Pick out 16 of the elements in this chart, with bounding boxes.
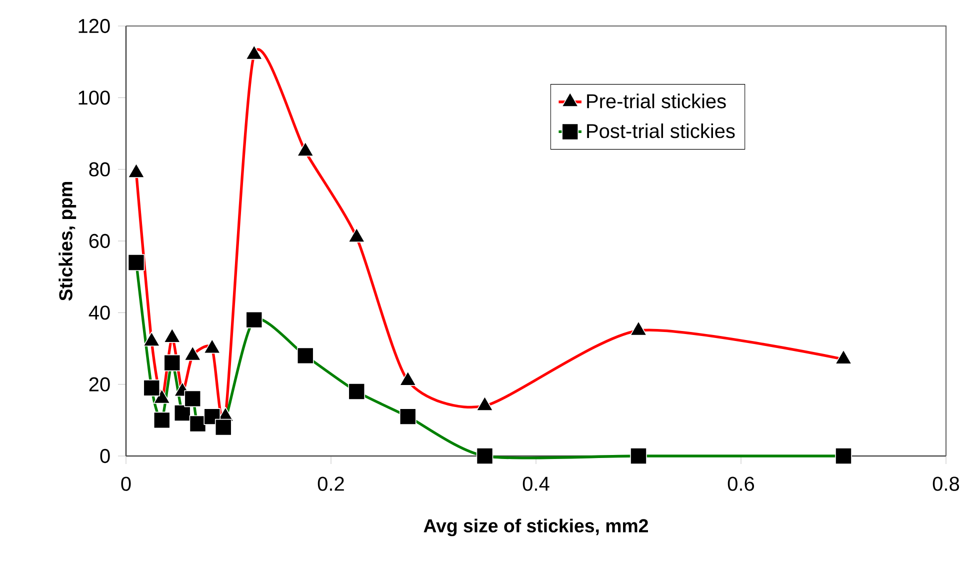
x-tick-label: 0.8 (932, 476, 960, 491)
y-tick-label: 80 (89, 162, 110, 176)
x-tick-label: 0.4 (522, 476, 550, 491)
y-tick-label: 0 (100, 448, 110, 464)
legend-label: Pre-trial stickies (587, 94, 726, 108)
y-tick-label: 60 (89, 234, 110, 248)
y-axis-title: Stickies, ppm (58, 182, 76, 301)
x-tick-label: 0 (121, 476, 131, 491)
y-tick-label: 20 (89, 377, 110, 392)
y-tick-label: 40 (88, 306, 110, 320)
x-tick-label: 0.6 (728, 476, 754, 491)
x-axis-title: Avg size of stickies, mm2 (424, 518, 648, 536)
legend-label: Post-trial stickies (587, 123, 735, 138)
y-tick-label: 120 (78, 18, 110, 34)
y-tick-label: 100 (78, 90, 110, 105)
x-tick-label: 0.2 (318, 476, 344, 491)
